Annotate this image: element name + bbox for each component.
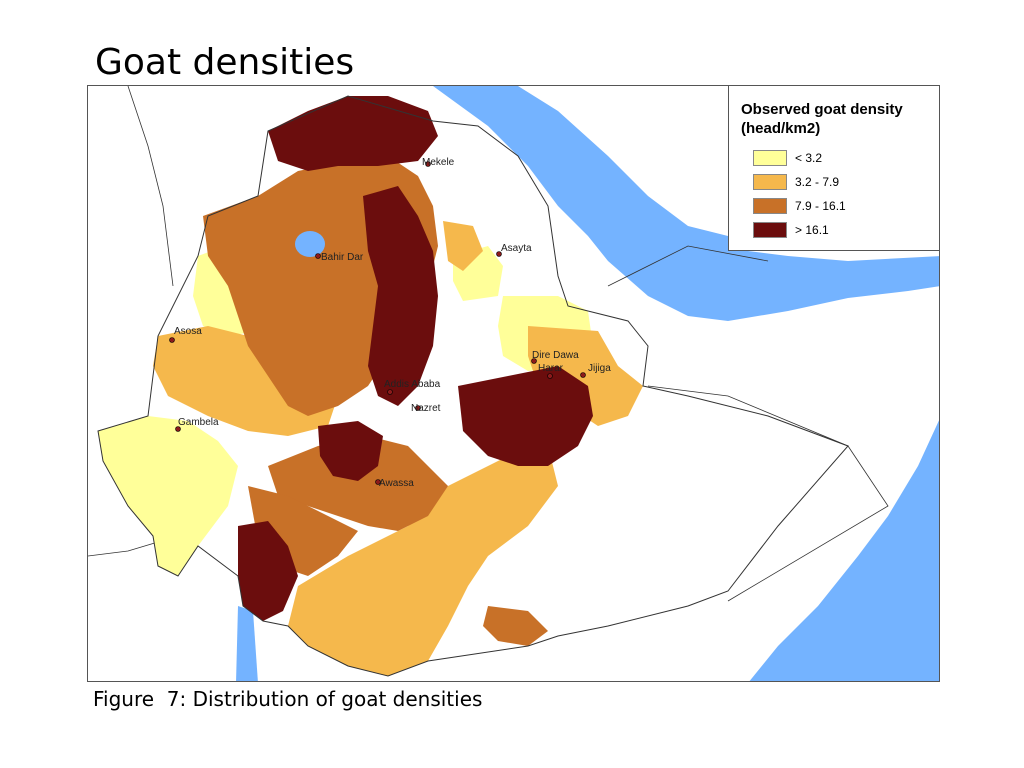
city-nazret: Nazret xyxy=(411,403,441,414)
svg-text:Bahir Dar: Bahir Dar xyxy=(321,252,364,263)
svg-text:Mekele: Mekele xyxy=(422,157,455,168)
region-white-somali xyxy=(508,386,848,636)
region-darkred-central xyxy=(363,186,438,406)
svg-text:Nazret: Nazret xyxy=(411,403,441,414)
city-asosa: Asosa xyxy=(169,326,202,343)
svg-text:Gambela: Gambela xyxy=(178,417,219,428)
map-legend: Observed goat density (head/km2) < 3.2 3… xyxy=(728,85,940,251)
city-awassa: Awassa xyxy=(375,478,414,489)
city-markers: Mekele Bahir Dar Asayta Asosa Dire Dawa … xyxy=(169,157,611,489)
city-dire-dawa: Dire Dawa xyxy=(531,350,579,364)
legend-label: > 16.1 xyxy=(795,223,829,237)
svg-text:Asosa: Asosa xyxy=(174,326,202,337)
ethiopia-map: Mekele Bahir Dar Asayta Asosa Dire Dawa … xyxy=(88,86,939,681)
svg-text:Asayta: Asayta xyxy=(501,243,532,254)
region-darkred-north xyxy=(268,96,438,171)
lake-tana xyxy=(295,231,325,257)
city-jijiga: Jijiga xyxy=(580,363,611,378)
region-darkred-far-sw xyxy=(238,521,298,621)
city-gambela: Gambela xyxy=(175,417,219,432)
region-yellow-gambela xyxy=(98,416,238,576)
legend-swatch xyxy=(753,150,787,166)
city-bahir-dar: Bahir Dar xyxy=(315,252,364,263)
region-orange-south xyxy=(288,446,558,676)
figure-caption: Figure 7: Distribution of goat densities xyxy=(93,687,483,711)
neighbor-border xyxy=(88,86,889,602)
slide-title: Goat densities xyxy=(95,42,355,83)
city-addis-ababa: Addis Ababa xyxy=(384,379,441,395)
svg-text:Addis Ababa: Addis Ababa xyxy=(384,379,441,390)
region-darkred-hararghe xyxy=(458,366,593,466)
svg-text:Harar: Harar xyxy=(538,363,564,374)
ocean-water xyxy=(749,420,939,681)
river-water xyxy=(236,606,258,681)
city-harar: Harar xyxy=(538,363,564,379)
ethiopia-border xyxy=(97,95,849,677)
legend-label: 3.2 - 7.9 xyxy=(795,175,840,189)
svg-text:Jijiga: Jijiga xyxy=(588,363,611,374)
legend-swatch xyxy=(753,222,787,238)
legend-swatch xyxy=(753,174,787,190)
svg-text:Dire Dawa: Dire Dawa xyxy=(532,350,579,361)
city-asayta: Asayta xyxy=(496,243,532,257)
region-darkred-southwest xyxy=(318,421,383,481)
legend-swatch xyxy=(753,198,787,214)
svg-text:Awassa: Awassa xyxy=(379,478,414,489)
region-orange-north xyxy=(443,221,483,271)
legend-title: Observed goat density (head/km2) xyxy=(741,101,903,137)
region-brown-southeast xyxy=(483,606,548,646)
legend-label: 7.9 - 16.1 xyxy=(795,199,846,213)
city-mekele: Mekele xyxy=(422,157,455,168)
red-sea-water xyxy=(433,86,939,321)
legend-label: < 3.2 xyxy=(795,151,823,165)
region-brown-south xyxy=(268,436,448,531)
